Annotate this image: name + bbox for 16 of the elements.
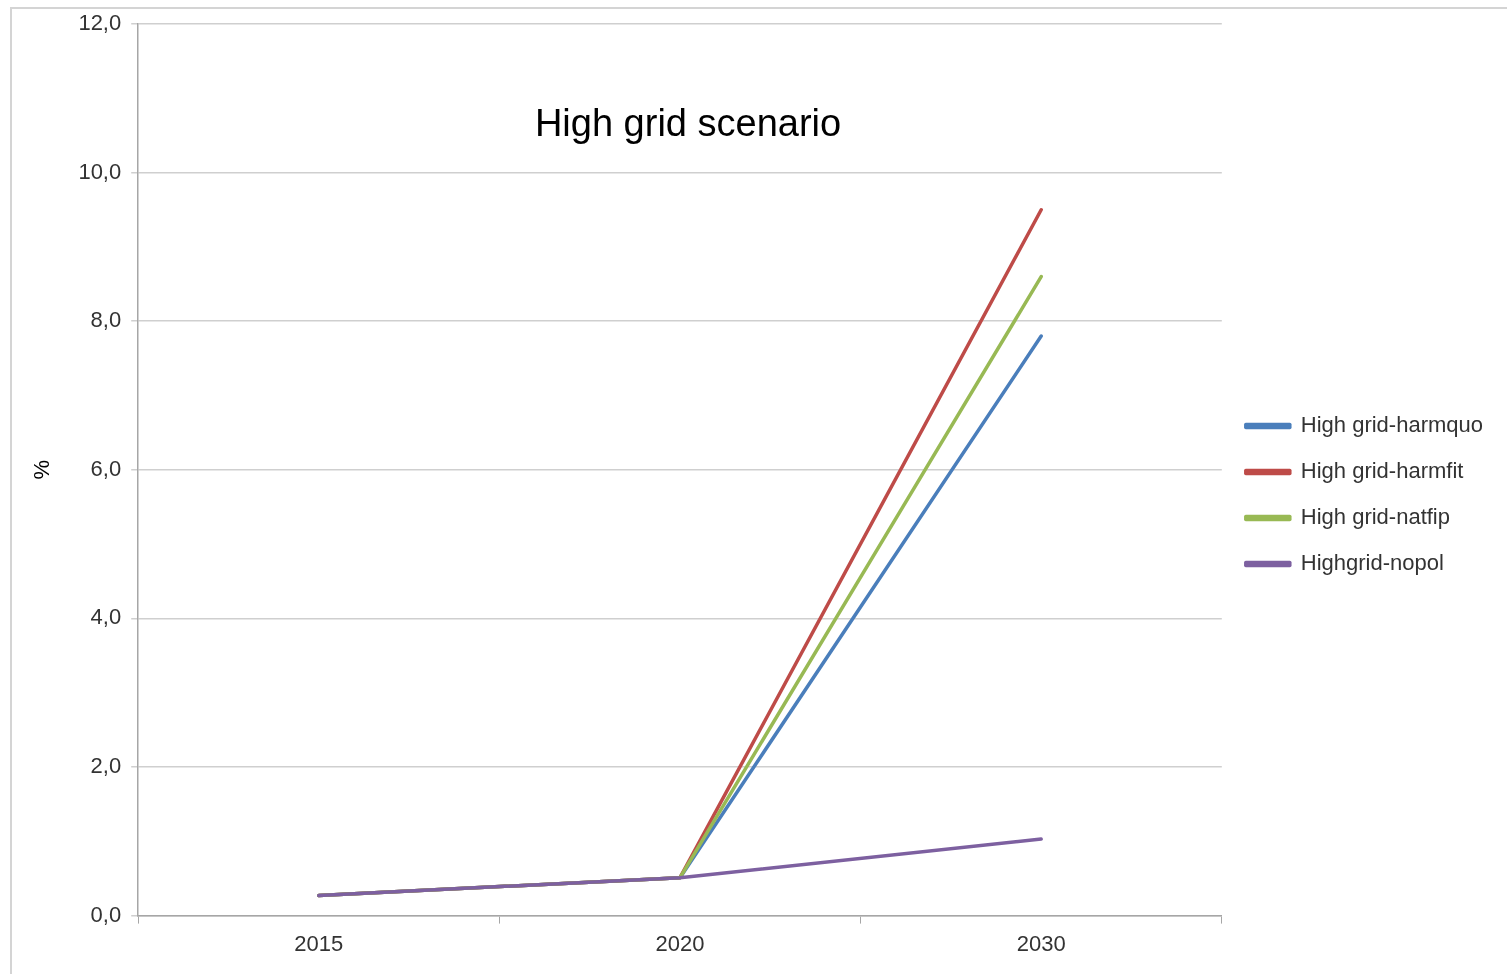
legend-label: High grid-natfip — [1300, 504, 1450, 530]
x-tick-label: 2030 — [1016, 930, 1066, 956]
y-tick-label: 10,0 — [78, 158, 122, 184]
legend-label: Highgrid-nopol — [1300, 550, 1444, 576]
legend-label: High grid-harmfit — [1300, 458, 1464, 484]
y-tick-label: 2,0 — [90, 753, 122, 779]
y-tick-label: 8,0 — [90, 307, 122, 333]
legend-label: High grid-harmquo — [1300, 412, 1483, 438]
x-tick-label: 2015 — [294, 930, 344, 956]
x-tick-label: 2020 — [655, 930, 705, 956]
y-tick-label: 4,0 — [90, 604, 122, 630]
y-axis-title: % — [29, 460, 55, 480]
y-tick-label: 6,0 — [90, 455, 122, 481]
y-tick-label: 12,0 — [78, 10, 122, 36]
text: High grid scenario — [534, 102, 842, 144]
y-tick-label: 0,0 — [90, 901, 122, 927]
